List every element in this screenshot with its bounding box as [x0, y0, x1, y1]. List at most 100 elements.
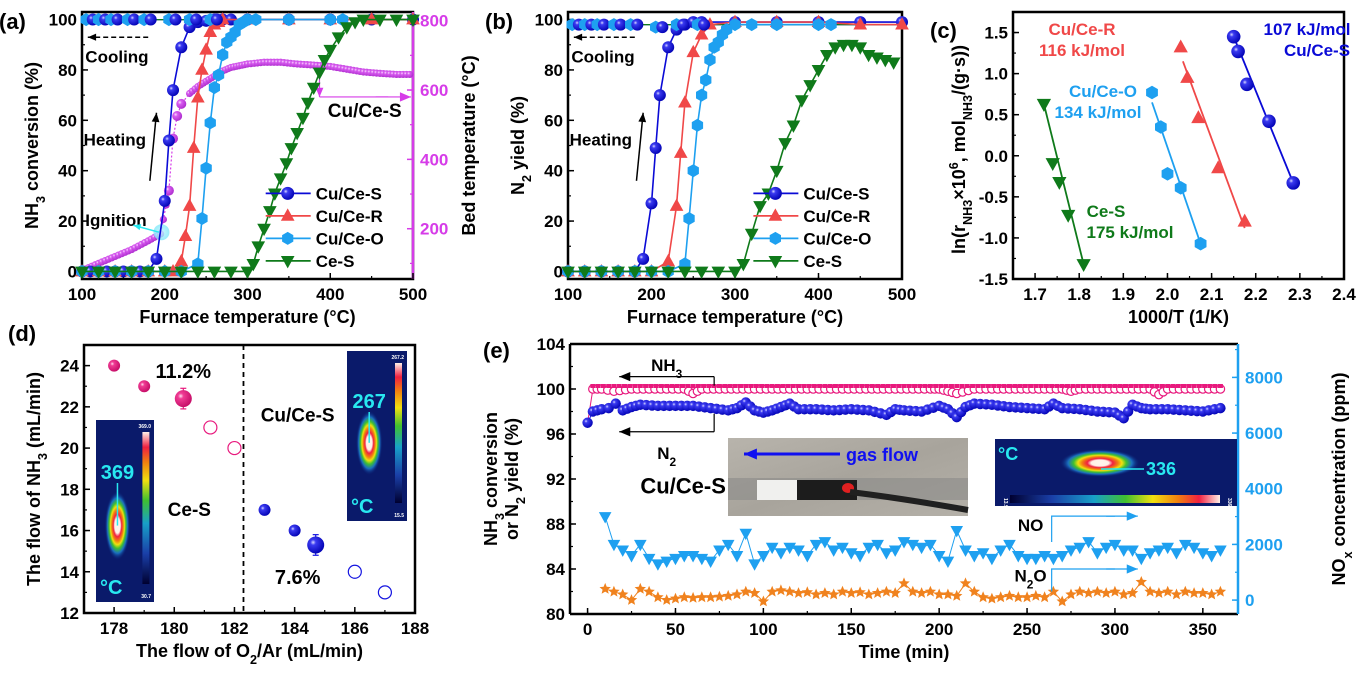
- data-point: [642, 553, 656, 566]
- data-point: [373, 14, 387, 28]
- temperature-value: 336: [1146, 459, 1176, 479]
- cooling-arrow-head: [87, 33, 97, 41]
- data-point-fill: [600, 384, 606, 388]
- legend-marker: [281, 186, 295, 200]
- data-point: [1191, 110, 1206, 124]
- y-axis-label-part: N: [508, 182, 528, 195]
- data-point-fill: [790, 384, 796, 388]
- series-cu-ce-o: [1146, 85, 1207, 251]
- data-point: [731, 588, 743, 600]
- data-point: [660, 556, 673, 569]
- legend-label: Ce-S: [803, 252, 842, 271]
- data-point: [836, 585, 849, 597]
- data-point: [406, 14, 420, 28]
- fit-line: [1043, 103, 1085, 265]
- data-point: [880, 585, 893, 597]
- data-point: [195, 62, 209, 75]
- y2-axis-label: NOx concentration (ppm): [1329, 372, 1355, 585]
- data-point-fill: [938, 384, 944, 388]
- data-point-fill: [948, 384, 954, 388]
- data-point: [968, 585, 980, 597]
- x-tick-label: 350: [1189, 620, 1217, 639]
- annotation-cooling: Cooling: [85, 47, 148, 66]
- data-point-fill: [722, 384, 728, 388]
- y-axis-label-part: 6: [947, 162, 961, 169]
- data-point: [1211, 160, 1226, 174]
- x-tick-label: 100: [749, 620, 777, 639]
- gas-flow-label: gas flow: [846, 445, 919, 465]
- data-point: [607, 539, 621, 552]
- series-cu-ce-s: [1226, 29, 1301, 190]
- y-tick-label: 84: [546, 560, 565, 579]
- data-point-fill: [848, 384, 854, 388]
- annotation-cu-ce-s-percent: 7.6%: [275, 567, 321, 589]
- data-point-filled: [108, 359, 121, 372]
- data-point-fill: [927, 384, 933, 388]
- legend-marker: [280, 255, 295, 269]
- data-point-fill: [695, 384, 701, 388]
- data-point-fill: [954, 384, 960, 388]
- y-tick-label: 12: [60, 604, 79, 623]
- thermocouple-wire: [849, 489, 969, 513]
- data-point-fill: [1217, 384, 1223, 388]
- scale-max-label: 267.2: [391, 355, 404, 361]
- cooling-markers: [80, 13, 223, 27]
- data-point-fill: [811, 384, 817, 388]
- y-tick-label: 8000: [1245, 368, 1283, 387]
- data-point: [1174, 181, 1187, 195]
- data-point-fill: [1175, 384, 1181, 388]
- x-tick-label: 500: [399, 285, 427, 304]
- annotation-n2o-part: O: [1033, 566, 1046, 585]
- data-point: [820, 49, 834, 63]
- y-tick-label: 92: [546, 470, 565, 489]
- x-tick-label: 300: [233, 285, 261, 304]
- panel-label: (c): [930, 18, 957, 43]
- data-point-fill: [595, 384, 601, 388]
- data-point-fill: [1202, 384, 1208, 388]
- scale-min-label: 15.5: [394, 513, 404, 519]
- y-tick-label: 0.5: [984, 106, 1008, 125]
- annotation-no: NO: [1018, 516, 1044, 535]
- data-point: [986, 592, 998, 604]
- data-point-fill: [1107, 384, 1113, 388]
- cooling-point: [210, 13, 223, 26]
- data-point: [801, 586, 813, 598]
- y-tick-label: 4000: [1245, 480, 1283, 499]
- data-point: [889, 587, 901, 598]
- data-point-fill: [843, 384, 849, 388]
- data-point: [729, 18, 741, 32]
- bed-temperature-series: [78, 58, 414, 274]
- y-tick-label: 400: [420, 150, 448, 169]
- data-point: [1215, 402, 1226, 414]
- y-tick-label: 100: [49, 11, 77, 30]
- data-point: [1162, 585, 1174, 597]
- x-tick-label: 200: [925, 620, 953, 639]
- data-point: [700, 73, 712, 87]
- data-point-filled: [138, 380, 151, 393]
- data-point: [1152, 545, 1166, 557]
- y-tick-label: 88: [546, 515, 565, 534]
- y-tick-label: 18: [60, 480, 79, 499]
- data-point-fill: [1064, 384, 1070, 388]
- data-point: [888, 545, 902, 557]
- data-point: [296, 112, 310, 126]
- data-point-fill: [1112, 384, 1118, 388]
- data-point: [757, 595, 770, 607]
- data-point: [649, 142, 662, 155]
- n2o-axis-arrow-head: [1126, 564, 1138, 574]
- data-point: [932, 551, 946, 563]
- data-point: [634, 582, 646, 594]
- data-point: [208, 81, 220, 95]
- data-point-fill: [711, 384, 717, 388]
- cooling-point: [190, 13, 203, 26]
- data-point: [722, 589, 734, 601]
- y2-axis-label-part: concentration (ppm): [1329, 372, 1349, 551]
- temperature-value: 267: [353, 391, 386, 413]
- data-point: [273, 173, 288, 186]
- series-n2: [582, 397, 1226, 428]
- data-point-fill: [991, 384, 997, 388]
- x-axis-label-part: 2: [250, 653, 257, 667]
- data-point: [75, 266, 89, 279]
- data-point: [1003, 539, 1016, 552]
